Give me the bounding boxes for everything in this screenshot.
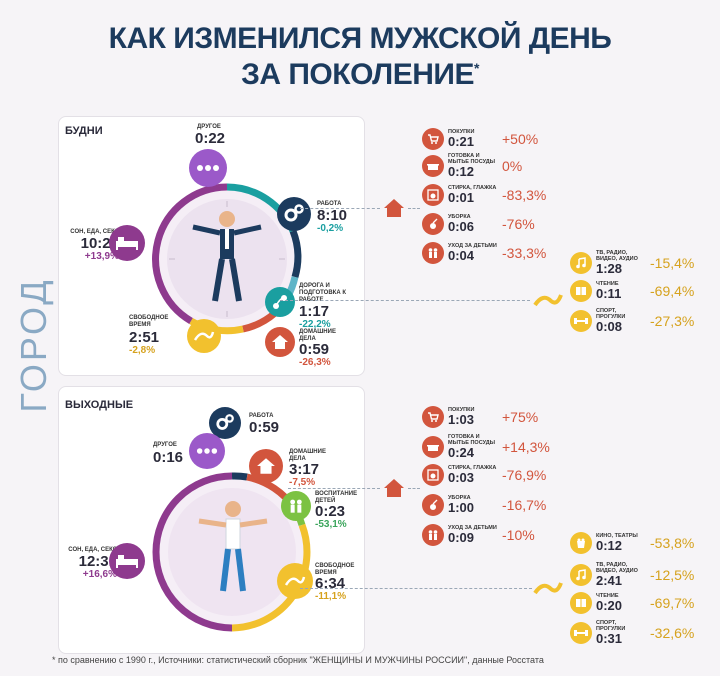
weekends-kids-time: 0:23 — [315, 503, 346, 520]
connector-line — [288, 488, 380, 489]
weekdays-panel: БУДНИ ДРУГОЕ 0:22 РАБОТА 8:10 -0,2% — [58, 116, 365, 376]
weekdays-work-change: -0,2% — [317, 223, 344, 234]
weekends-work-time: 0:59 — [249, 419, 280, 436]
gears-icon — [277, 197, 311, 231]
weekends-sleep-time: 12:31 — [78, 553, 117, 570]
list-item: УХОД ЗА ДЕТЬМИ 0:04 -33,3% — [422, 242, 546, 264]
vacuum-icon — [422, 213, 444, 235]
bed-icon — [109, 543, 145, 579]
weekends-kids-change: -53,1% — [315, 519, 347, 530]
weekdays-work-name: РАБОТА — [317, 201, 342, 207]
list-item: ГОТОВКА И МЫТЬЕ ПОСУДЫ 0:24 +14,3% — [422, 434, 550, 460]
list-item: ЧТЕНИЕ 0:20 -69,7% — [570, 592, 694, 614]
weekdays-work-time: 8:10 — [317, 207, 348, 224]
connector-line — [408, 208, 420, 209]
weekends-free-time: 6:34 — [315, 575, 346, 592]
relax-icon — [187, 319, 221, 353]
washer-icon — [422, 464, 444, 486]
list-item: ТВ, РАДИО, ВИДЕО, АУДИО 1:28 -15,4% — [570, 250, 694, 276]
man-casual-figure-icon — [198, 501, 268, 592]
weekends-label: ВЫХОДНЫЕ — [65, 399, 134, 411]
house-small-icon — [382, 476, 406, 500]
weekdays-free-name: СВОБОДНОЕ ВРЕМЯ — [129, 315, 169, 328]
weekends-chores-time: 3:17 — [289, 461, 320, 478]
list-item: СПОРТ, ПРОГУЛКИ 0:08 -27,3% — [570, 308, 694, 334]
list-item: ПОКУПКИ 0:21 +50% — [422, 128, 538, 150]
house-small-icon — [382, 196, 406, 220]
footnote: * по сравнению с 1990 г., Источники: ста… — [52, 655, 544, 665]
list-item: УХОД ЗА ДЕТЬМИ 0:09 -10% — [422, 524, 535, 546]
list-item: СТИРКА, ГЛАЖКА 0:03 -76,9% — [422, 464, 546, 486]
weekends-other-name: ДРУГОЕ — [153, 442, 177, 448]
weekdays-commute-change: -22,2% — [299, 319, 331, 330]
washer-icon — [422, 184, 444, 206]
weekends-chores-name: ДОМАШНИЕ ДЕЛА — [289, 449, 326, 462]
weekdays-free-time: 2:51 — [129, 329, 160, 346]
page-title-line1: КАК ИЗМЕНИЛСЯ МУЖСКОЙ ДЕНЬ — [108, 22, 612, 55]
popcorn-icon — [570, 532, 592, 554]
ellipsis-icon — [189, 433, 225, 469]
weekdays-sleep-name: СОН, ЕДА, СЕКС — [70, 229, 119, 235]
connector-line — [300, 208, 380, 209]
weekends-free-change: -11,1% — [315, 591, 347, 602]
book-icon — [570, 592, 592, 614]
weekends-sleep-change: +16,6% — [82, 569, 117, 580]
house-icon — [265, 327, 295, 357]
weekends-chores-change: -7,5% — [289, 477, 316, 488]
book-icon — [570, 280, 592, 302]
weekdays-sleep-change: +13,9% — [84, 251, 119, 262]
list-item: УБОРКА 0:06 -76% — [422, 213, 535, 235]
cart-icon — [422, 406, 444, 428]
weekends-sleep-name: СОН, ЕДА, СЕКС — [68, 547, 117, 553]
weekdays-chores-change: -26,3% — [299, 357, 331, 368]
weekends-panel: ВЫХОДНЫЕ РАБОТА 0:59 ДРУГОЕ 0:16 ДОМАШНИ… — [58, 386, 365, 654]
list-item: СПОРТ, ПРОГУЛКИ 0:31 -32,6% — [570, 620, 694, 646]
list-item: СТИРКА, ГЛАЖКА 0:01 -83,3% — [422, 184, 546, 206]
weekdays-commute-time: 1:17 — [299, 303, 330, 320]
page-title-line2: ЗА ПОКОЛЕНИЕ* — [241, 58, 479, 91]
relax-small-icon — [532, 288, 564, 312]
music-icon — [570, 564, 592, 586]
weekdays-label: БУДНИ — [65, 125, 103, 137]
weekends-work-name: РАБОТА — [249, 413, 274, 419]
weekdays-chores-name: ДОМАШНИЕ ДЕЛА — [299, 329, 336, 342]
connector-line — [408, 488, 420, 489]
man-figure-icon — [192, 211, 262, 302]
list-item: ГОТОВКА И МЫТЬЕ ПОСУДЫ 0:12 0% — [422, 153, 522, 179]
dumbbell-icon — [570, 310, 592, 332]
relax-small-icon — [532, 576, 564, 600]
list-item: УБОРКА 1:00 -16,7% — [422, 494, 546, 516]
ellipsis-icon — [189, 149, 227, 187]
vacuum-icon — [422, 494, 444, 516]
weekdays-other-time: 0:22 — [195, 130, 226, 147]
children-icon — [422, 242, 444, 264]
pot-icon — [422, 436, 444, 458]
relax-icon — [277, 563, 313, 599]
weekends-other-time: 0:16 — [153, 449, 184, 466]
cart-icon — [422, 128, 444, 150]
list-item: КИНО, ТЕАТРЫ 0:12 -53,8% — [570, 532, 694, 554]
side-label: ГОРОД — [13, 277, 54, 413]
children-icon — [422, 524, 444, 546]
house-icon — [249, 449, 283, 483]
bed-icon — [109, 225, 145, 261]
dumbbell-icon — [570, 622, 592, 644]
list-item: ТВ, РАДИО, ВИДЕО, АУДИО 2:41 -12,5% — [570, 562, 694, 588]
gears-icon — [209, 407, 241, 439]
weekends-kids-name: ВОСПИТАНИЕ ДЕТЕЙ — [315, 491, 358, 504]
connector-line — [280, 300, 530, 301]
pot-icon — [422, 155, 444, 177]
connector-line — [300, 588, 532, 589]
weekdays-chores-time: 0:59 — [299, 341, 330, 358]
weekends-free-name: СВОБОДНОЕ ВРЕМЯ — [315, 563, 355, 576]
route-icon — [265, 287, 295, 317]
weekdays-other-name: ДРУГОЕ — [197, 124, 221, 130]
weekdays-free-change: -2,8% — [129, 345, 156, 356]
list-item: ПОКУПКИ 1:03 +75% — [422, 406, 538, 428]
music-icon — [570, 252, 592, 274]
children-icon — [281, 491, 311, 521]
list-item: ЧТЕНИЕ 0:11 -69,4% — [570, 280, 694, 302]
footnote-mark: * — [473, 60, 479, 76]
